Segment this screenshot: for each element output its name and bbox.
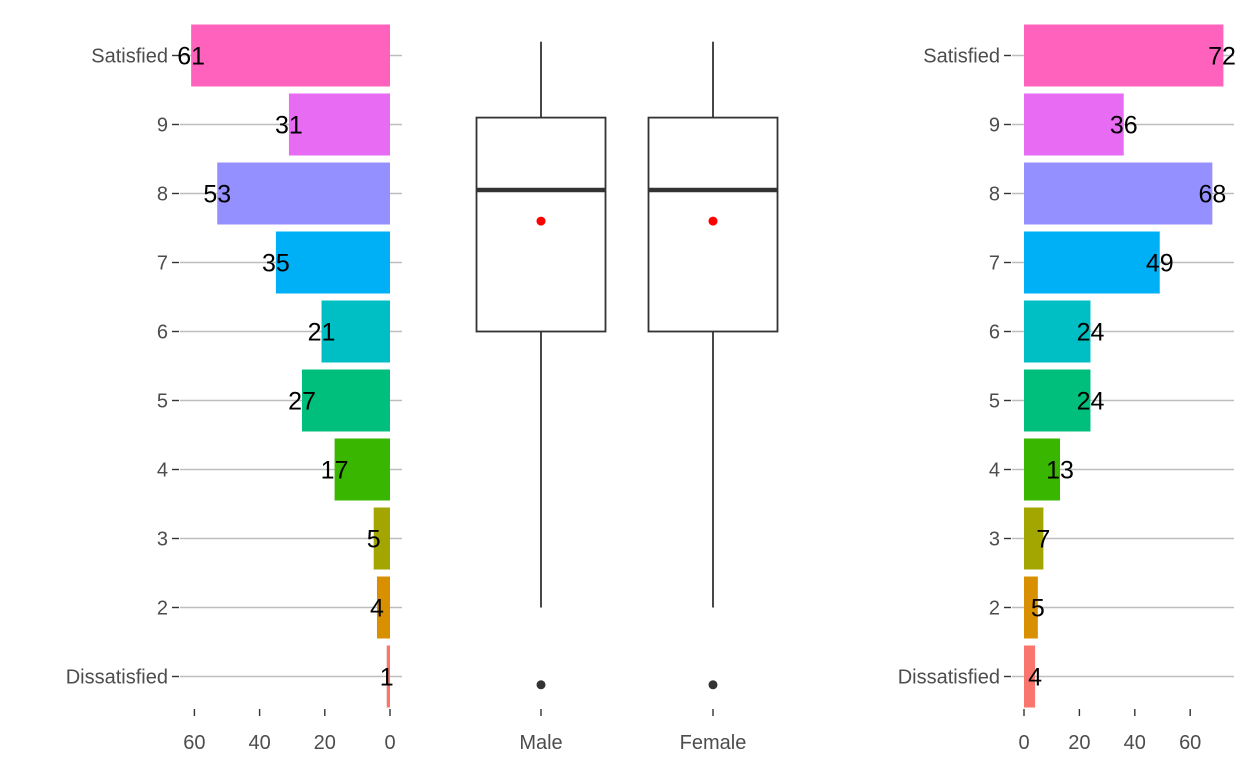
box-outlier-point (708, 680, 718, 690)
right-bar-panel: Dissatisfied 2 3 4 5 6 7 8 9 Satisfied 4 5 7 13 24 24 49… (898, 24, 1236, 754)
left-category-label: 3 (157, 529, 168, 551)
left-data-label: 17 (321, 457, 349, 485)
right-data-label: 68 (1198, 181, 1226, 209)
left-category-label: 9 (157, 115, 168, 137)
right-bar (1024, 231, 1160, 294)
left-category-label: Satisfied (91, 46, 168, 68)
left-data-label: 4 (370, 595, 384, 623)
left-category-label: Dissatisfied (66, 667, 168, 689)
left-bar (301, 369, 390, 432)
mid-x-category-label: Male (519, 732, 562, 754)
left-x-tick-label: 0 (384, 732, 395, 754)
right-bar (1024, 300, 1091, 363)
right-x-tick-label: 40 (1124, 732, 1146, 754)
box-outlier-point (536, 680, 546, 690)
right-category-label: 9 (989, 115, 1000, 137)
mid-x-category-label: Female (680, 732, 747, 754)
left-category-label: 8 (157, 184, 168, 206)
left-data-label: 27 (288, 388, 316, 416)
left-category-label: 7 (157, 253, 168, 275)
right-data-label: 24 (1077, 319, 1105, 347)
right-data-label: 24 (1077, 388, 1105, 416)
right-data-label: 36 (1110, 112, 1138, 140)
right-category-label: Satisfied (923, 46, 1000, 68)
middle-boxplot-panel: Male Female (475, 41, 779, 754)
left-data-label: 35 (262, 250, 290, 278)
left-bar (386, 645, 390, 708)
left-x-tick-label: 60 (183, 732, 205, 754)
right-x-tick-label: 0 (1018, 732, 1029, 754)
right-data-label: 72 (1208, 43, 1236, 71)
right-category-label: 8 (989, 184, 1000, 206)
right-category-label: 5 (989, 391, 1000, 413)
right-bar (1024, 576, 1038, 639)
right-data-label: 4 (1028, 664, 1042, 692)
left-x-tick-label: 20 (314, 732, 336, 754)
right-x-tick-label: 60 (1179, 732, 1201, 754)
left-bar (334, 438, 390, 501)
right-bar (1024, 162, 1213, 225)
left-data-label: 5 (367, 526, 381, 554)
right-bar (1024, 507, 1044, 570)
left-category-label: 6 (157, 322, 168, 344)
right-bar (1024, 645, 1036, 708)
right-category-label: 3 (989, 529, 1000, 551)
right-x-tick-label: 20 (1068, 732, 1090, 754)
left-data-label: 53 (203, 181, 231, 209)
left-category-label: 4 (157, 460, 168, 482)
right-data-label: 7 (1036, 526, 1050, 554)
left-category-label: 5 (157, 391, 168, 413)
right-bar (1024, 24, 1224, 87)
left-data-label: 1 (380, 664, 394, 692)
left-bar (373, 507, 390, 570)
left-bar (217, 162, 390, 225)
right-category-label: 2 (989, 598, 1000, 620)
right-data-label: 5 (1031, 595, 1045, 623)
left-x-tick-label: 40 (248, 732, 270, 754)
left-bar-panel: Dissatisfied 2 3 4 5 6 7 8 9 Satisfied 1 4 5 17 27 21 35… (66, 24, 402, 754)
box-mean-point (536, 216, 546, 226)
left-data-label: 21 (308, 319, 336, 347)
left-category-label: 2 (157, 598, 168, 620)
right-category-label: 6 (989, 322, 1000, 344)
right-data-label: 13 (1046, 457, 1074, 485)
left-bar (288, 93, 390, 156)
left-bar (321, 300, 390, 363)
right-bar (1024, 438, 1061, 501)
right-category-label: Dissatisfied (898, 667, 1000, 689)
left-bar (376, 576, 390, 639)
box-mean-point (708, 216, 718, 226)
left-data-label: 61 (177, 43, 205, 71)
right-data-label: 49 (1146, 250, 1174, 278)
left-data-label: 31 (275, 112, 303, 140)
left-bar (275, 231, 390, 294)
right-bar (1024, 93, 1124, 156)
right-category-label: 4 (989, 460, 1000, 482)
right-category-label: 7 (989, 253, 1000, 275)
left-bar (191, 24, 390, 87)
right-bar (1024, 369, 1091, 432)
